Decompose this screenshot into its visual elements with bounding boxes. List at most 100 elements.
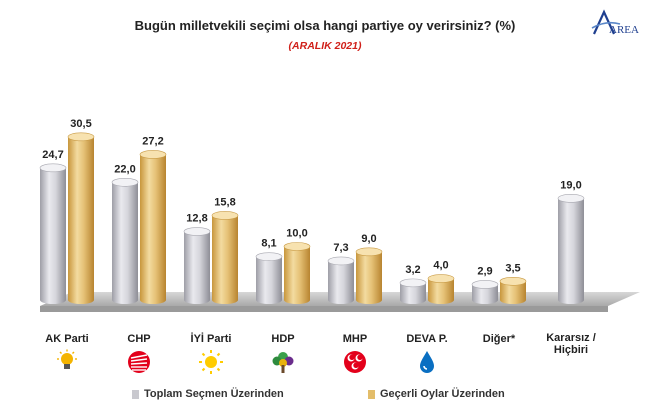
- bar-chp-series-1: [111, 178, 139, 304]
- bar-base: [256, 296, 282, 304]
- bar-base: [112, 296, 138, 304]
- area-logo: AREA: [591, 9, 639, 36]
- bar-cap: [399, 278, 427, 288]
- bar-base: [212, 296, 238, 304]
- bar-base: [40, 296, 66, 304]
- legend-label-series-1: Toplam Seçmen Üzerinden: [144, 388, 284, 400]
- bar-cap: [111, 178, 139, 187]
- bar-cap: [183, 227, 211, 236]
- category-label-di-er: Diğer*: [482, 333, 516, 345]
- bar-base: [68, 296, 94, 304]
- bar-cap: [67, 132, 95, 142]
- bar-body: [328, 260, 354, 300]
- logo-text: AREA: [609, 24, 639, 36]
- bar-body: [212, 215, 238, 300]
- data-label-chp-series-2: 27,2: [142, 135, 163, 147]
- category-label-ak-parti: AK Parti: [45, 333, 89, 345]
- bar-chp-series-2: [139, 150, 167, 304]
- category-label-i-yi-parti: İYİ Parti: [190, 333, 232, 345]
- bar-hdp-series-1: [255, 252, 283, 304]
- bar-base: [400, 296, 426, 304]
- bar-cap: [557, 194, 585, 203]
- bar-cap: [327, 256, 355, 266]
- data-label-karars-z-hi-biri-series-1: 19,0: [560, 179, 581, 191]
- bar-i-yi-parti-series-2: [211, 211, 239, 304]
- bar-mhp-series-1: [327, 256, 355, 304]
- data-label-hdp-series-1: 8,1: [261, 238, 276, 250]
- bar-cap: [139, 150, 167, 159]
- legend-label-series-2: Geçerli Oylar Üzerinden: [380, 388, 505, 400]
- legend-swatch-gray: [132, 389, 139, 399]
- bar-di-er-series-2: [499, 276, 527, 304]
- bar-body: [500, 281, 526, 300]
- bar-body: [68, 136, 94, 300]
- bar-base: [356, 296, 382, 304]
- lightbulb-icon: [54, 349, 80, 375]
- bar-base: [140, 296, 166, 304]
- bar-body: [140, 154, 166, 300]
- legend-swatch-gold: [368, 389, 375, 399]
- data-label-i-yi-parti-series-2: 15,8: [214, 196, 235, 208]
- bar-ak-parti-series-1: [39, 163, 67, 304]
- category-label-mhp: MHP: [342, 333, 368, 345]
- chart-floor-front: [40, 306, 608, 312]
- water-drop-icon: [414, 349, 440, 375]
- bar-deva-p-series-2: [427, 274, 455, 304]
- category-label-deva-p: DEVA P.: [406, 333, 448, 345]
- data-label-deva-p-series-2: 4,0: [433, 260, 448, 272]
- category-label-chp: CHP: [127, 333, 151, 345]
- bar-cap: [355, 247, 383, 257]
- bar-cap: [427, 274, 455, 283]
- bar-karars-z-hi-biri-series-1: [557, 194, 585, 304]
- bar-i-yi-parti-series-1: [183, 227, 211, 304]
- data-label-di-er-series-2: 3,5: [505, 262, 520, 274]
- data-label-chp-series-1: 22,0: [114, 163, 135, 175]
- category-label-hdp: HDP: [271, 333, 295, 345]
- bar-base: [328, 296, 354, 304]
- bar-body: [184, 231, 210, 300]
- bar-body: [400, 282, 426, 300]
- bar-mhp-series-2: [355, 247, 383, 304]
- tree-icon: [270, 349, 296, 375]
- data-label-hdp-series-2: 10,0: [286, 228, 307, 240]
- bar-body: [256, 256, 282, 300]
- bar-chart: 24,7 30,5 22,0 27,2 12,8 15,8 8,1 10,0 7,3 9,0 3,2…: [39, 118, 640, 312]
- bar-base: [472, 296, 498, 304]
- bar-body: [40, 167, 66, 300]
- six-arrows-icon: [126, 349, 152, 375]
- data-label-i-yi-parti-series-1: 12,8: [186, 213, 207, 225]
- bar-body: [284, 246, 310, 300]
- legend-item-series-1: Toplam Seçmen Üzerinden: [132, 388, 284, 400]
- bar-hdp-series-2: [283, 242, 311, 304]
- bar-cap: [283, 242, 311, 251]
- bar-deva-p-series-1: [399, 278, 427, 304]
- category-label-karars-z-hi-biri: Kararsız / Hiçbiri: [546, 332, 596, 356]
- bar-base: [284, 296, 310, 304]
- bar-base: [428, 296, 454, 304]
- bar-base: [184, 296, 210, 304]
- legend: Toplam Seçmen Üzerinden Geçerli Oylar Üz…: [0, 388, 650, 406]
- bar-body: [356, 251, 382, 300]
- data-label-ak-parti-series-2: 30,5: [70, 118, 91, 130]
- bar-cap: [255, 252, 283, 261]
- bar-cap: [211, 211, 239, 220]
- bar-cap: [39, 163, 67, 173]
- bar-ak-parti-series-2: [67, 132, 95, 304]
- chart-subtitle: (ARALIK 2021): [288, 40, 362, 52]
- legend-item-series-2: Geçerli Oylar Üzerinden: [368, 388, 505, 400]
- sun-icon: [198, 349, 224, 375]
- bar-base: [558, 296, 584, 304]
- data-label-mhp-series-2: 9,0: [361, 233, 376, 245]
- bar-base: [500, 296, 526, 304]
- bar-di-er-series-1: [471, 280, 499, 304]
- bar-body: [428, 278, 454, 300]
- bar-cap: [471, 280, 499, 289]
- bar-body: [112, 182, 138, 300]
- bar-body: [558, 198, 584, 300]
- bar-cap: [499, 276, 527, 286]
- data-label-ak-parti-series-1: 24,7: [42, 149, 63, 161]
- data-label-mhp-series-1: 7,3: [333, 242, 348, 254]
- bar-body: [472, 284, 498, 300]
- data-label-di-er-series-1: 2,9: [477, 265, 492, 277]
- three-crescents-icon: [342, 349, 368, 375]
